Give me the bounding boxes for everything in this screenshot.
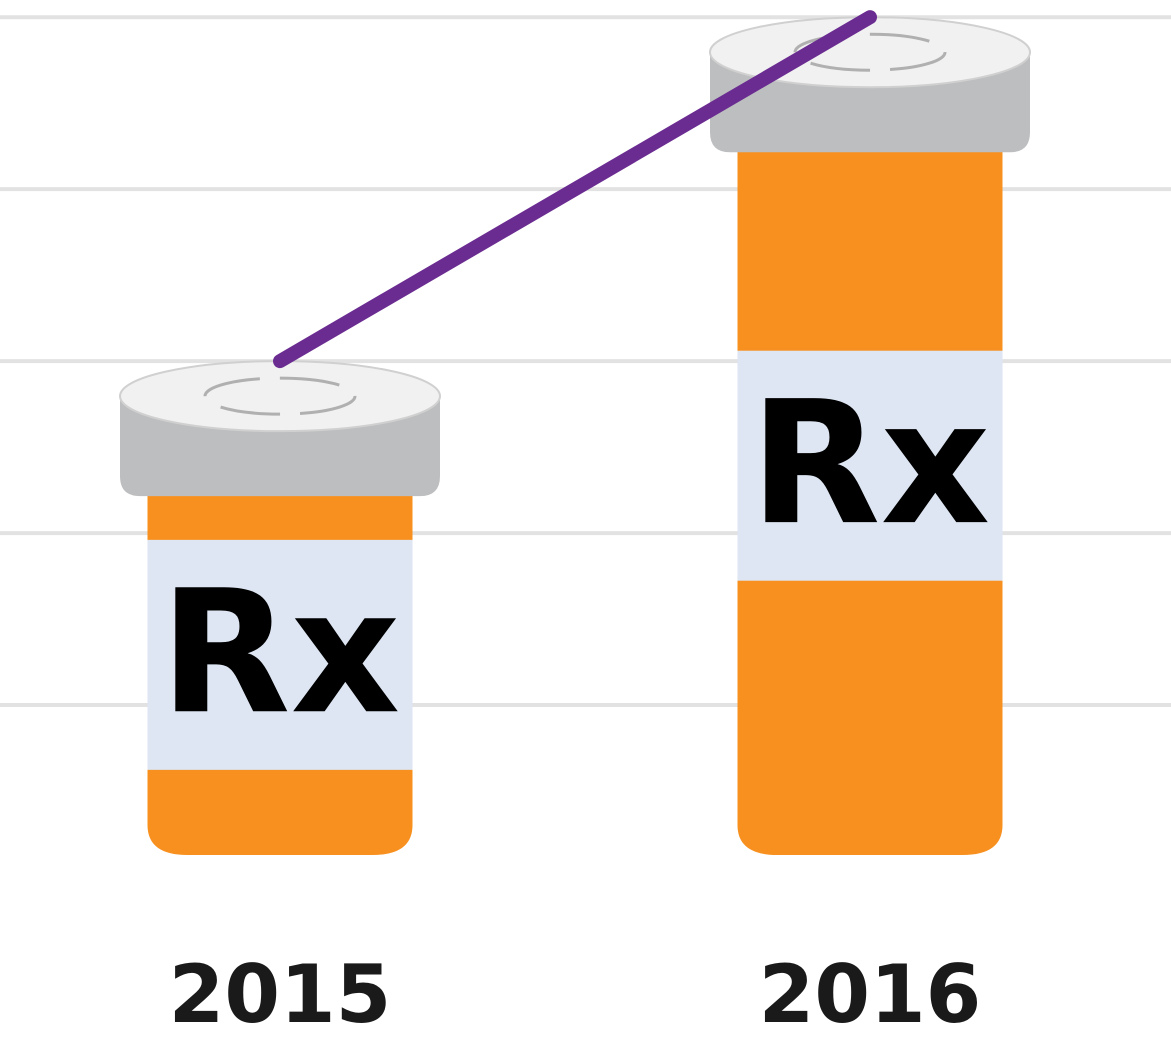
x-tick-label: 2015 <box>169 948 392 1038</box>
bottle-label <box>737 350 1003 581</box>
bottle: Rx <box>119 360 441 855</box>
x-tick-label: 2016 <box>759 948 982 1038</box>
trend-line <box>273 10 877 369</box>
bottle: Rx <box>709 16 1031 856</box>
cap-arrow <box>203 376 357 416</box>
rx-label: Rx <box>750 365 991 563</box>
bottle-cap-top <box>119 360 441 433</box>
bottle-label <box>147 539 413 770</box>
cap-arrow <box>793 32 947 72</box>
rx-label: Rx <box>160 554 401 752</box>
